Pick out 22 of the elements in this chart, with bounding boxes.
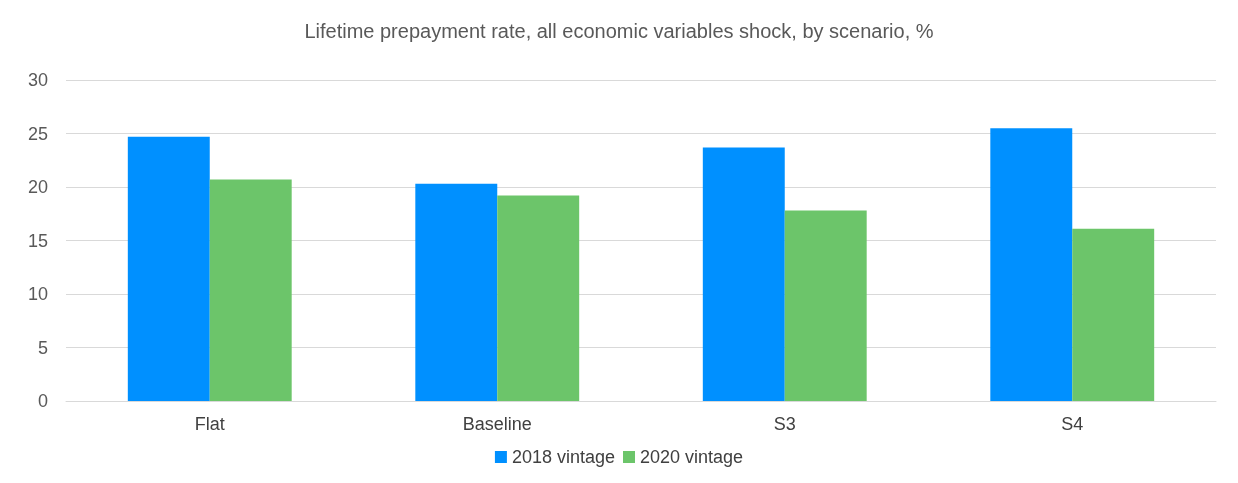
bar <box>497 195 580 401</box>
x-tick-label: S3 <box>773 414 796 434</box>
y-tick-label: 5 <box>37 337 48 358</box>
bar <box>990 128 1073 401</box>
x-tick-label: S4 <box>1061 414 1084 434</box>
y-tick-label: 0 <box>37 391 48 411</box>
y-tick-label: 30 <box>27 70 48 90</box>
bar <box>784 210 867 401</box>
y-tick-label: 20 <box>27 177 48 197</box>
legend-label: 2018 vintage <box>511 447 616 467</box>
x-tick-label: Flat <box>194 414 225 434</box>
bar <box>209 179 292 401</box>
y-tick-label: 25 <box>27 123 48 144</box>
bar <box>1072 228 1155 401</box>
bar <box>127 136 210 401</box>
y-tick-label: 10 <box>27 284 48 304</box>
chart-title: Lifetime prepayment rate, all economic variables shock, by scenario, % <box>304 20 934 42</box>
bar <box>702 147 785 401</box>
bar <box>415 183 498 401</box>
x-tick-label: Baseline <box>462 414 532 434</box>
legend-label: 2020 vintage <box>640 447 744 467</box>
y-tick-label: 15 <box>27 230 48 251</box>
